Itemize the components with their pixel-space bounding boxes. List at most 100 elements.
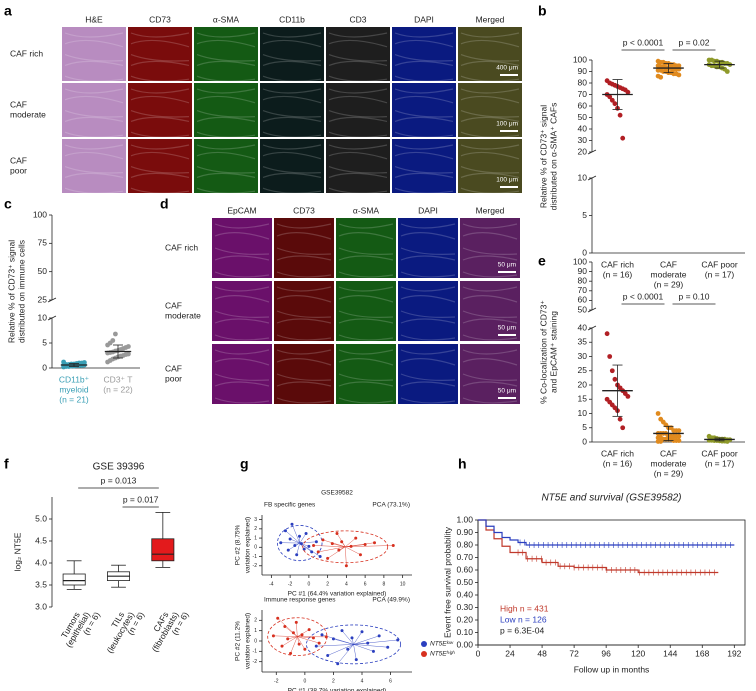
centroid-ray	[327, 644, 354, 656]
scale-bar-label: 100 μm	[496, 121, 518, 128]
y-tick-label: 60	[578, 100, 588, 110]
tissue-texture	[328, 144, 388, 150]
tissue-texture	[460, 187, 520, 194]
data-point	[326, 653, 330, 657]
y-tick-label: 0.50	[456, 577, 473, 587]
y-tick-label: 0.40	[456, 589, 473, 599]
tissue-texture	[276, 373, 332, 381]
tissue-texture	[196, 172, 256, 178]
y-tick-label: 10	[578, 408, 588, 418]
data-point	[346, 647, 350, 651]
tissue-texture	[214, 310, 270, 318]
tissue-texture	[462, 358, 518, 366]
micrograph	[392, 27, 456, 81]
box	[62, 573, 86, 586]
data-point	[295, 553, 299, 557]
tissue-texture	[262, 60, 322, 66]
data-point	[321, 538, 325, 542]
data-point	[307, 544, 311, 548]
data-point	[298, 534, 301, 538]
x-tick-label: CAF	[660, 259, 677, 269]
centroid-ray	[290, 538, 300, 544]
tissue-texture	[130, 110, 190, 118]
y-tick-label: 30	[578, 351, 588, 361]
micrograph	[392, 139, 456, 193]
tissue-texture	[400, 310, 456, 318]
tissue-texture	[276, 223, 332, 229]
tissue-texture	[400, 397, 456, 404]
data-point	[312, 543, 316, 547]
data-point	[676, 433, 682, 439]
y-tick-label: 2	[254, 618, 257, 624]
tissue-texture	[462, 397, 518, 404]
tissue-texture	[338, 286, 394, 292]
tissue-texture	[394, 116, 454, 122]
panel-label: b	[538, 3, 547, 19]
data-point	[354, 536, 358, 540]
y-tick-label: 10	[38, 312, 48, 322]
data-point	[724, 439, 730, 444]
chart-title: GSE 39396	[93, 462, 145, 473]
x-tick-label: (n = 29)	[654, 279, 684, 289]
scale-bar-label: 50 μm	[498, 388, 516, 395]
tissue-texture	[130, 32, 190, 38]
tissue-texture	[462, 373, 518, 381]
p-value: p = 0.10	[679, 291, 710, 301]
data-point	[300, 633, 304, 637]
tissue-texture	[394, 187, 454, 194]
data-point	[283, 529, 287, 533]
data-point	[609, 97, 615, 103]
tissue-texture	[196, 187, 256, 194]
tissue-texture	[262, 75, 322, 82]
tissue-texture	[460, 54, 520, 62]
tissue-texture	[394, 110, 454, 118]
tissue-texture	[196, 110, 256, 118]
x-tick-label: CD11b⁺	[59, 374, 90, 384]
data-point	[320, 633, 324, 637]
centroid-ray	[297, 636, 306, 650]
y-tick-label: 5.0	[35, 513, 47, 523]
data-point	[288, 537, 292, 541]
tissue-texture	[64, 151, 124, 160]
tissue-texture	[262, 88, 322, 94]
x-tick-label: 0	[476, 648, 481, 658]
y-tick-label: 0	[254, 638, 257, 644]
tissue-texture	[400, 334, 456, 341]
y-tick-label: 40	[578, 123, 588, 133]
x-tick-label: CAF	[660, 448, 677, 458]
x-tick-label: -2	[288, 581, 293, 587]
tissue-texture	[460, 88, 520, 94]
data-point	[607, 354, 613, 359]
data-point	[324, 635, 328, 639]
centroid-ray	[287, 636, 298, 640]
tissue-texture	[130, 54, 190, 62]
y-tick-label: 90	[578, 266, 588, 276]
column-header: CD3	[349, 14, 366, 24]
tissue-texture	[338, 255, 394, 261]
micrograph	[260, 27, 324, 81]
x-tick-label: CAF rich	[601, 448, 634, 458]
y-tick-label: 35	[578, 337, 588, 347]
y-tick-label: 70	[578, 89, 588, 99]
row-label: moderate	[165, 310, 201, 320]
column-header: CD73	[293, 205, 315, 215]
tissue-texture	[462, 232, 518, 240]
tissue-texture	[394, 172, 454, 178]
column-header: CD11b	[279, 14, 305, 24]
centroid-ray	[327, 546, 346, 559]
y-axis-label: % Co-localization of CD73⁺	[538, 300, 548, 404]
x-tick-label: 2	[326, 581, 329, 587]
micrograph	[194, 139, 258, 193]
x-tick-label: 144	[663, 648, 677, 658]
centroid-ray	[353, 631, 363, 645]
tissue-texture	[214, 349, 270, 355]
y-tick-label: 25	[578, 365, 588, 375]
x-tick-label: 24	[505, 648, 515, 658]
row-label: CAF rich	[165, 242, 198, 252]
centroid-ray	[296, 543, 300, 555]
tissue-texture	[276, 349, 332, 355]
tissue-texture	[64, 54, 124, 62]
tissue-texture	[196, 60, 256, 66]
tissue-texture	[64, 110, 124, 118]
tissue-texture	[394, 151, 454, 160]
